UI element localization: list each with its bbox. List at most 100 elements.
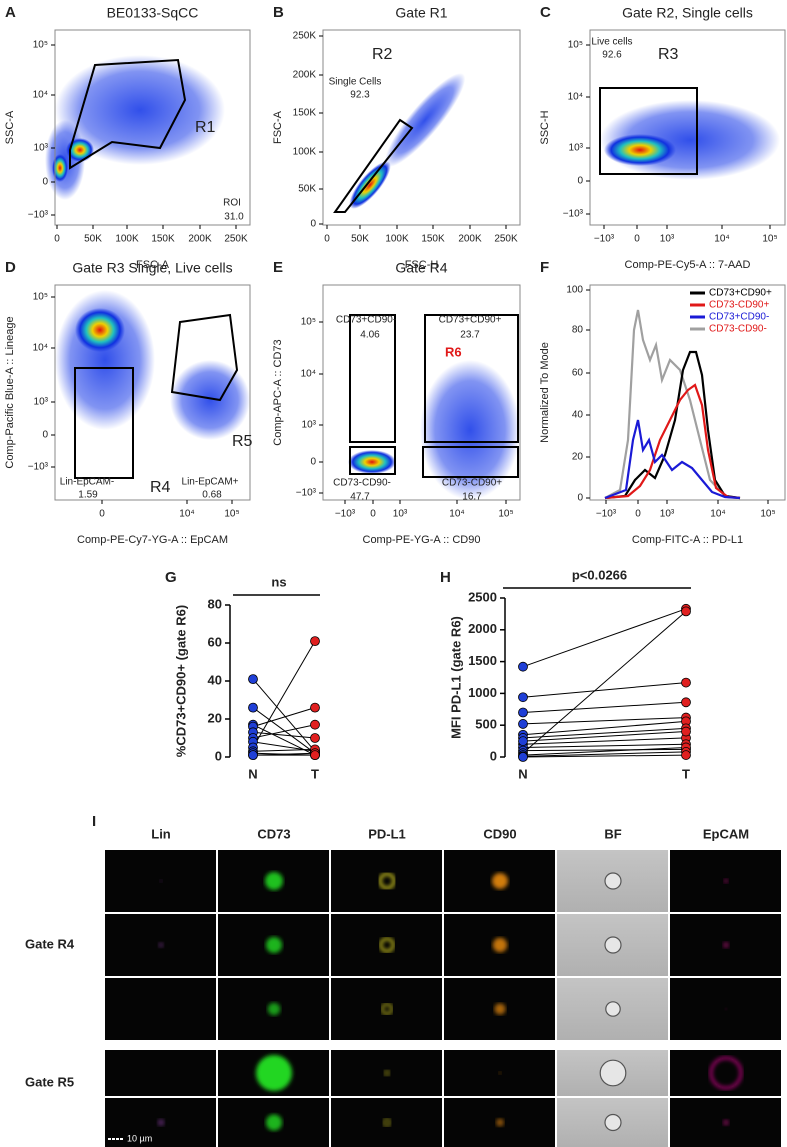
y-tick-label: 10⁵ bbox=[33, 40, 48, 51]
density bbox=[604, 134, 676, 166]
cell-signal bbox=[723, 942, 729, 948]
bf-cell bbox=[604, 872, 622, 890]
gate-annotation: 1.59 bbox=[78, 490, 98, 501]
panel-letter: H bbox=[440, 569, 451, 586]
gate-annotation: 92.3 bbox=[350, 90, 370, 101]
y-tick-label: 10³ bbox=[302, 420, 317, 431]
x-tick-label: T bbox=[682, 766, 690, 781]
legend-label: CD73+CD90+ bbox=[709, 288, 772, 299]
cell-signal bbox=[724, 1007, 728, 1011]
cell-signal bbox=[160, 1072, 162, 1074]
gate-annotation: 4.06 bbox=[360, 330, 380, 341]
y-axis-label: Comp-APC-A :: CD73 bbox=[272, 339, 284, 445]
density bbox=[349, 161, 391, 209]
pair-line bbox=[252, 640, 316, 748]
pair-line bbox=[522, 682, 687, 698]
y-tick-label: 40 bbox=[572, 410, 584, 421]
panel-letter: G bbox=[165, 569, 177, 586]
bf-cell bbox=[604, 1113, 622, 1132]
panel: B Gate R1 FSC-H FSC-A 250K 200K 150K 100K 50K 00 5… bbox=[272, 4, 521, 271]
x-tick-label: 10³ bbox=[660, 234, 675, 245]
y-tick-label: 2500 bbox=[468, 589, 497, 604]
pair-line bbox=[522, 720, 687, 736]
pair-line bbox=[252, 724, 316, 739]
pair-line bbox=[252, 678, 316, 752]
gate-annotation: CD73+CD90- bbox=[336, 315, 396, 326]
x-tick-label: 0 bbox=[370, 509, 376, 520]
image-tile bbox=[331, 850, 442, 912]
x-tick-label: 0 bbox=[54, 234, 60, 245]
gate-annotation: R5 bbox=[232, 433, 253, 450]
gate-annotation: R3 bbox=[658, 46, 679, 63]
x-tick-label: 10³ bbox=[660, 509, 675, 520]
x-tick-label: 250K bbox=[224, 234, 248, 245]
gate-annotation: 16.7 bbox=[462, 492, 482, 503]
x-tick-label: −10³ bbox=[596, 509, 617, 520]
pair-line bbox=[522, 751, 687, 757]
data-point bbox=[681, 677, 691, 688]
hist-black bbox=[604, 350, 741, 500]
x-tick-label: 10⁵ bbox=[762, 234, 777, 245]
data-point bbox=[248, 750, 258, 760]
gate-shape bbox=[349, 314, 396, 443]
density bbox=[52, 154, 68, 182]
gates bbox=[74, 313, 239, 479]
cell-signal bbox=[256, 1055, 292, 1091]
pair-line bbox=[522, 754, 687, 758]
y-tick-label: 0 bbox=[42, 177, 48, 188]
cell-signal bbox=[382, 1117, 392, 1128]
panel-letter: C bbox=[540, 4, 551, 21]
channel-label: Lin bbox=[151, 826, 171, 841]
x-tick-label: 250K bbox=[494, 234, 518, 245]
data-point bbox=[518, 707, 528, 718]
data-point bbox=[518, 692, 528, 703]
y-tick-label: 0 bbox=[310, 457, 316, 468]
data-point bbox=[518, 736, 528, 746]
cell-signal bbox=[723, 1119, 729, 1126]
data-point bbox=[310, 733, 320, 743]
y-tick-label: 10⁴ bbox=[568, 92, 583, 103]
y-tick-label: 10⁴ bbox=[301, 369, 316, 380]
panel-letter: B bbox=[273, 4, 284, 21]
cell-signal bbox=[723, 878, 729, 884]
gate-annotation: R1 bbox=[195, 119, 216, 136]
paired-plot: H MFI PD-L1 (gate R6) 0 500 1000 1500 2000 2500… bbox=[440, 567, 691, 781]
data-point bbox=[681, 697, 691, 708]
panel-title: Gate R2, Single cells bbox=[622, 5, 753, 21]
y-tick-label: 0 bbox=[577, 493, 583, 504]
cell-signal bbox=[265, 1114, 283, 1131]
y-axis-label: SSC-H bbox=[539, 110, 551, 144]
pair-line bbox=[522, 746, 687, 756]
cell-signal bbox=[157, 1118, 165, 1127]
channel-label: EpCAM bbox=[703, 826, 749, 841]
bf-cell bbox=[605, 1001, 621, 1017]
x-tick-label: T bbox=[311, 766, 319, 781]
image-tile bbox=[331, 1098, 442, 1147]
cell-signal bbox=[496, 1118, 504, 1127]
density bbox=[66, 138, 94, 162]
y-tick-label: 10³ bbox=[34, 143, 49, 154]
gates bbox=[599, 87, 698, 175]
cell-signal bbox=[382, 1068, 392, 1078]
cell-signal bbox=[159, 879, 163, 883]
gate-annotation: ROI bbox=[223, 198, 241, 209]
pair-line bbox=[252, 731, 316, 739]
gate-shape bbox=[74, 367, 134, 479]
gate-shape bbox=[349, 446, 396, 475]
density bbox=[75, 308, 125, 352]
y-tick-label: 100K bbox=[293, 147, 317, 158]
data-point bbox=[681, 606, 691, 617]
y-tick-label: −10³ bbox=[28, 210, 49, 221]
density bbox=[170, 360, 250, 440]
y-tick-label: 20 bbox=[572, 452, 584, 463]
x-tick-label: 150K bbox=[151, 234, 175, 245]
y-tick-label: 80 bbox=[572, 325, 584, 336]
x-tick-label: 100K bbox=[115, 234, 139, 245]
channel-label: BF bbox=[604, 826, 621, 841]
y-tick-label: 500 bbox=[475, 717, 497, 732]
y-tick-label: 60 bbox=[572, 368, 584, 379]
stat-label: ns bbox=[271, 574, 286, 589]
pair-line bbox=[522, 743, 687, 748]
y-tick-label: 10³ bbox=[569, 143, 584, 154]
